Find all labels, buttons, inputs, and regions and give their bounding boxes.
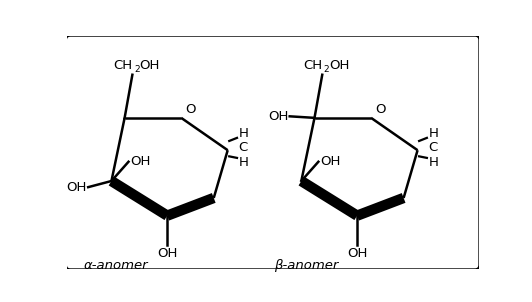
Text: OH: OH [66,181,87,194]
Text: O: O [185,103,196,116]
Text: H: H [238,156,248,169]
Text: α-anomer: α-anomer [84,259,148,272]
Text: O: O [375,103,386,116]
Text: OH: OH [347,247,367,260]
Text: OH: OH [130,155,151,168]
Text: OH: OH [320,155,340,168]
Text: H: H [428,156,438,169]
Text: C: C [428,141,438,154]
Text: OH: OH [157,247,178,260]
Text: 2: 2 [324,65,329,74]
Text: OH: OH [329,59,350,72]
FancyBboxPatch shape [66,35,479,270]
Text: H: H [428,127,438,140]
Text: CH: CH [113,59,132,72]
Text: CH: CH [303,59,322,72]
Text: C: C [238,141,248,154]
Text: β-anomer: β-anomer [274,259,338,272]
Text: OH: OH [268,110,288,123]
Text: OH: OH [139,59,160,72]
Text: H: H [238,127,248,140]
Text: 2: 2 [134,65,139,74]
